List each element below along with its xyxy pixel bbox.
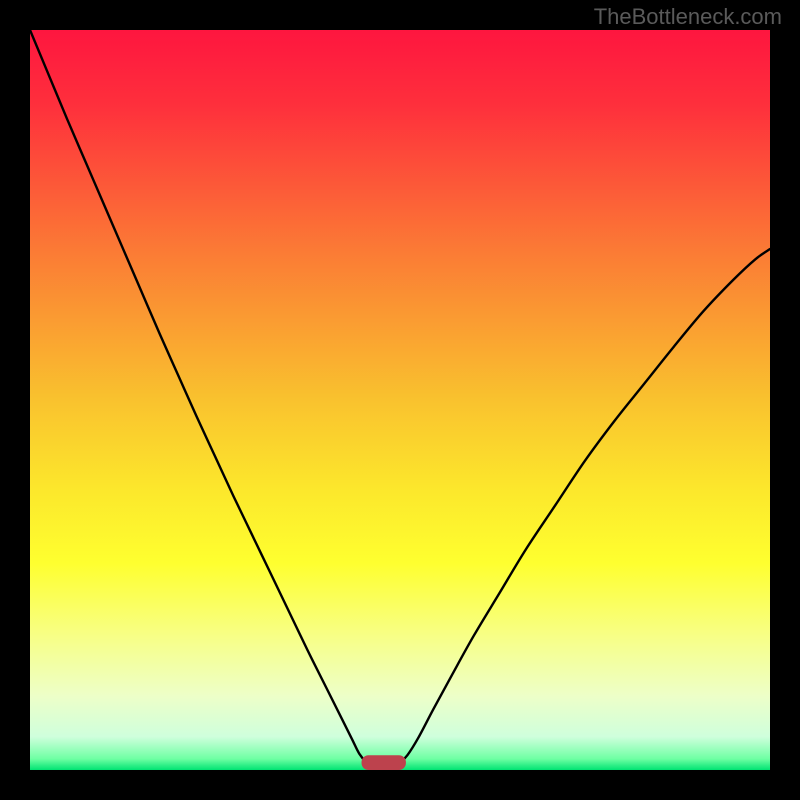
minimum-marker [362,755,406,770]
plot-gradient-background [30,30,770,770]
bottleneck-chart [0,0,800,800]
watermark-text: TheBottleneck.com [594,4,782,30]
chart-container: { "watermark": { "text": "TheBottleneck.… [0,0,800,800]
